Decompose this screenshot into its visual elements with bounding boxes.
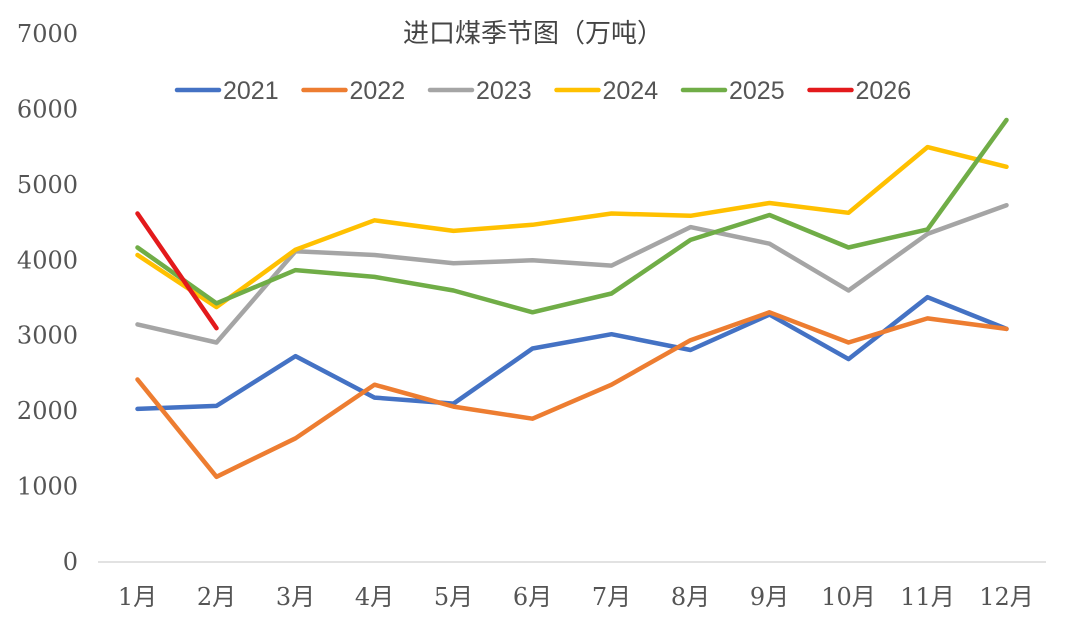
- y-tick-label: 6000: [17, 95, 78, 123]
- series-line-2026: [135, 211, 219, 331]
- x-tick-label: 8月: [671, 583, 710, 611]
- y-tick-label: 5000: [17, 171, 78, 199]
- legend-label-2023: 2023: [476, 77, 532, 105]
- x-tick-label: 7月: [592, 583, 631, 611]
- series-line-2022: [135, 310, 1009, 480]
- x-tick-label: 3月: [276, 583, 315, 611]
- series-lines: [135, 117, 1009, 480]
- legend-label-2024: 2024: [603, 77, 659, 105]
- x-tick-label: 5月: [434, 583, 473, 611]
- x-tick-label: 9月: [750, 583, 789, 611]
- y-tick-label: 1000: [17, 473, 78, 501]
- series-line-2024: [135, 144, 1009, 310]
- x-tick-label: 10月: [821, 583, 876, 611]
- legend-label-2026: 2026: [856, 77, 912, 105]
- x-tick-label: 2月: [197, 583, 236, 611]
- y-axis-tick-labels: 0 1000 2000 3000 4000 5000 6000 7000: [17, 20, 78, 576]
- x-tick-label: 12月: [979, 583, 1034, 611]
- y-tick-label: 3000: [17, 322, 78, 350]
- x-tick-label: 11月: [900, 583, 955, 611]
- series-line-2021: [135, 294, 1009, 412]
- series-line-2025: [135, 117, 1009, 315]
- x-tick-label: 6月: [513, 583, 552, 611]
- x-axis-tick-labels: 1月 2月 3月 4月 5月 6月 7月 8月 9月 10月 11月 12月: [118, 583, 1034, 611]
- legend-label-2022: 2022: [350, 77, 406, 105]
- y-tick-label: 7000: [17, 20, 78, 48]
- x-tick-label: 1月: [118, 583, 157, 611]
- y-tick-label: 4000: [17, 246, 78, 274]
- x-tick-label: 4月: [355, 583, 394, 611]
- legend-label-2025: 2025: [729, 77, 785, 105]
- legend: 2021 2022 2023 2024 2025 2026: [174, 77, 912, 105]
- legend-label-2021: 2021: [223, 77, 279, 105]
- y-tick-label: 2000: [17, 397, 78, 425]
- chart-title: 进口煤季节图（万吨）: [403, 19, 663, 49]
- series-line-2023: [135, 202, 1009, 345]
- y-tick-label: 0: [63, 548, 78, 576]
